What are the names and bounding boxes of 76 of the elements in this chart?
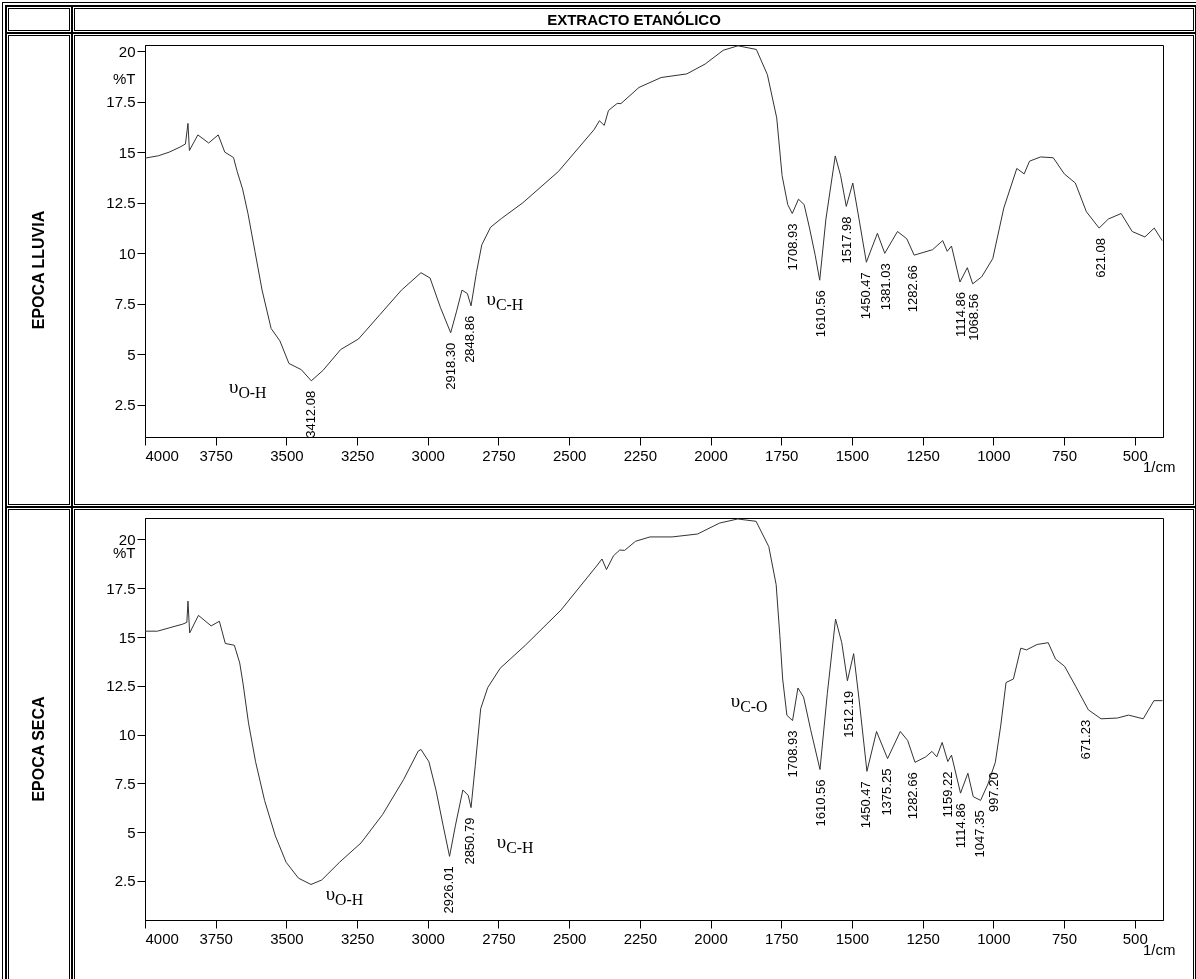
x-tick-label: 1000 <box>977 446 1011 464</box>
x-tick-label: 1750 <box>765 929 799 947</box>
annotation: 621.08 <box>1092 238 1108 278</box>
x-tick-label: 4000 <box>145 446 179 464</box>
x-tick-label: 1250 <box>906 446 940 464</box>
x-tick-label: 4000 <box>145 929 179 947</box>
annotation: 2850.79 <box>461 817 477 865</box>
annotation: 1610.56 <box>812 779 828 827</box>
x-tick-label: 3750 <box>199 446 233 464</box>
y-tick-label: 10 <box>118 726 136 744</box>
x-tick-label: 3000 <box>411 929 445 947</box>
annotation: 1708.93 <box>784 730 800 778</box>
text: EPOCA LLUVIA <box>30 210 48 330</box>
x-tick-label: 1250 <box>906 929 940 947</box>
y-tick-label: 10 <box>118 244 136 262</box>
x-tick-label: 1750 <box>765 446 799 464</box>
annotation: 1708.93 <box>784 223 800 271</box>
annotation: υ$_{C-O}$ <box>730 689 768 715</box>
annotation: 1512.19 <box>840 690 856 738</box>
annotation: 1610.56 <box>812 290 828 338</box>
annotation: 1047.35 <box>972 810 988 858</box>
x-tick-label: 3500 <box>270 446 304 464</box>
annotation: υ$_{O-H}$ <box>228 376 267 402</box>
chart-title: EXTRACTO ETANÓLICO <box>72 6 1196 33</box>
y-tick-label: 5 <box>127 823 136 841</box>
y-tick-label: 15 <box>118 143 136 161</box>
x-tick-label: 1500 <box>835 929 870 947</box>
annotation: 1517.98 <box>838 216 854 264</box>
annotation: 1450.47 <box>858 272 874 320</box>
annotation: 3412.08 <box>303 390 319 438</box>
y-tick-label: 17.5 <box>106 579 136 597</box>
x-tick-label: 3750 <box>199 929 233 947</box>
annotation: 2918.30 <box>442 342 458 390</box>
annotation: 1114.86 <box>952 292 968 338</box>
y-tick-label: 7.5 <box>114 774 136 792</box>
y-tick-label: 5 <box>127 345 136 363</box>
annotation: 1450.47 <box>858 781 874 829</box>
annotation: 1375.25 <box>879 768 895 816</box>
x-tick-label: 2250 <box>623 929 658 947</box>
annotation: υ$_{C-H}$ <box>496 831 534 857</box>
x-tick-label: 2000 <box>694 929 728 947</box>
x-tick-label: 750 <box>1052 929 1078 947</box>
annotation: 2926.01 <box>440 866 456 914</box>
annotation: 1282.66 <box>905 772 921 820</box>
y-tick-label: 2.5 <box>114 396 136 414</box>
text: EPOCA SECA <box>30 695 48 802</box>
y-tick-label: 12.5 <box>106 194 136 212</box>
x-tick-label: 1000 <box>977 929 1011 947</box>
x-tick-label: 2500 <box>552 929 587 947</box>
x-tick-label: 2750 <box>482 446 516 464</box>
x-tick-label: 750 <box>1052 446 1078 464</box>
x-tick-label: 2000 <box>694 446 728 464</box>
annotation: 1068.56 <box>965 293 981 341</box>
x-tick-label: 3000 <box>411 446 445 464</box>
annotation: 997.20 <box>986 772 1002 813</box>
y-tick-label: 2.5 <box>114 872 136 890</box>
annotation: 1381.03 <box>877 263 893 311</box>
x-tick-label: 3500 <box>270 929 304 947</box>
x-tick-label: 2250 <box>623 446 658 464</box>
x-tick-label: 3250 <box>340 446 375 464</box>
annotation: υ$_{C-H}$ <box>486 288 524 314</box>
y-tick-label: 7.5 <box>114 295 136 313</box>
y-tick-label: 17.5 <box>106 93 136 111</box>
annotation: υ$_{O-H}$ <box>325 883 364 909</box>
y-tick-label: 20 <box>118 530 136 548</box>
y-tick-label: 20 <box>118 42 136 60</box>
annotation: 671.23 <box>1078 719 1094 760</box>
x-tick-label: 1500 <box>835 446 870 464</box>
y-tick-label: 12.5 <box>106 677 136 695</box>
x-tick-label: 2500 <box>552 446 587 464</box>
x-tick-label: 2750 <box>482 929 516 947</box>
y-tick-label: 15 <box>118 628 136 646</box>
annotation: 1282.66 <box>905 265 921 313</box>
annotation: 2848.86 <box>462 315 478 363</box>
x-tick-label: 3250 <box>340 929 375 947</box>
y-axis-title: %T <box>113 69 136 87</box>
